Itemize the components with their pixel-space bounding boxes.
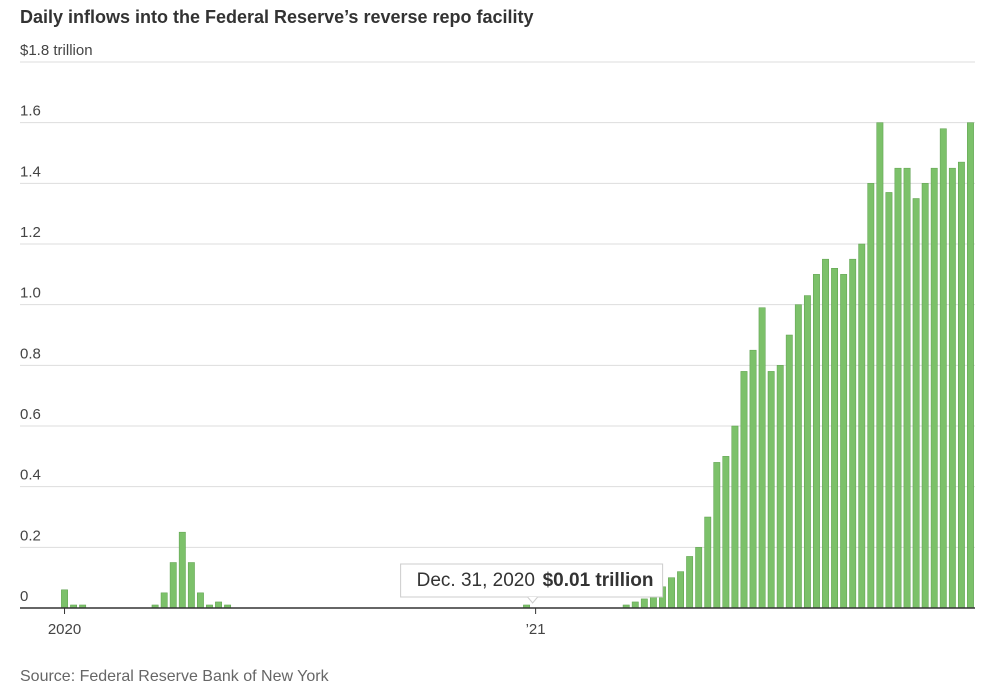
bar [903,167,911,609]
bar [912,198,920,609]
bar [767,371,775,609]
y-tick-label: 1.6 [20,103,41,120]
tooltip-date: Dec. 31, 2020 [417,570,535,591]
tooltip-pointer [527,596,539,604]
bar [894,167,902,609]
bar [758,307,766,609]
bar [967,122,974,609]
bar [939,128,947,609]
bar [803,295,811,609]
tooltip-box [400,563,664,598]
bar [858,243,866,609]
bar [740,371,748,609]
bar [948,167,956,609]
bar [215,601,222,609]
bar [704,516,712,609]
bar [813,274,820,609]
bar [668,577,675,609]
y-tick-label: 0.6 [20,406,41,423]
bar [169,562,177,609]
bar [749,349,757,609]
bar [722,456,730,609]
y-tick-label: 0.2 [20,527,41,544]
bar [831,268,838,609]
bar [187,562,195,609]
y-tick-label: $1.8 trillion [20,42,93,59]
bar [840,274,848,609]
x-tick-label: ’21 [526,621,546,638]
x-tick-label: 2020 [48,621,81,638]
bar [776,365,784,609]
bar [822,258,829,609]
bar [677,571,684,609]
bar [957,161,965,609]
bar [885,192,893,609]
bar [160,592,168,609]
bar [61,589,68,609]
bar [686,556,694,609]
bar [794,304,802,609]
bar [921,183,929,609]
y-tick-label: 0.8 [20,345,41,362]
bar [713,462,721,609]
tooltip-value: $0.01 trillion [543,570,654,591]
bar [178,531,186,609]
bar [197,592,204,609]
bar [631,601,639,609]
bar [876,122,884,609]
y-tick-label: 0.4 [20,467,41,484]
chart-title: Daily inflows into the Federal Reserve’s… [20,7,534,27]
bar [640,598,648,609]
bar [695,547,703,609]
bar [930,167,938,609]
y-tick-label: 1.2 [20,224,41,241]
bar [731,425,739,609]
bar [785,334,793,609]
bar [849,258,857,609]
source: Source: Federal Reserve Bank of New York [20,668,330,685]
bar [867,183,875,609]
y-tick-label: 0 [20,588,28,605]
y-tick-label: 1.0 [20,285,41,302]
y-tick-label: 1.4 [20,163,41,180]
